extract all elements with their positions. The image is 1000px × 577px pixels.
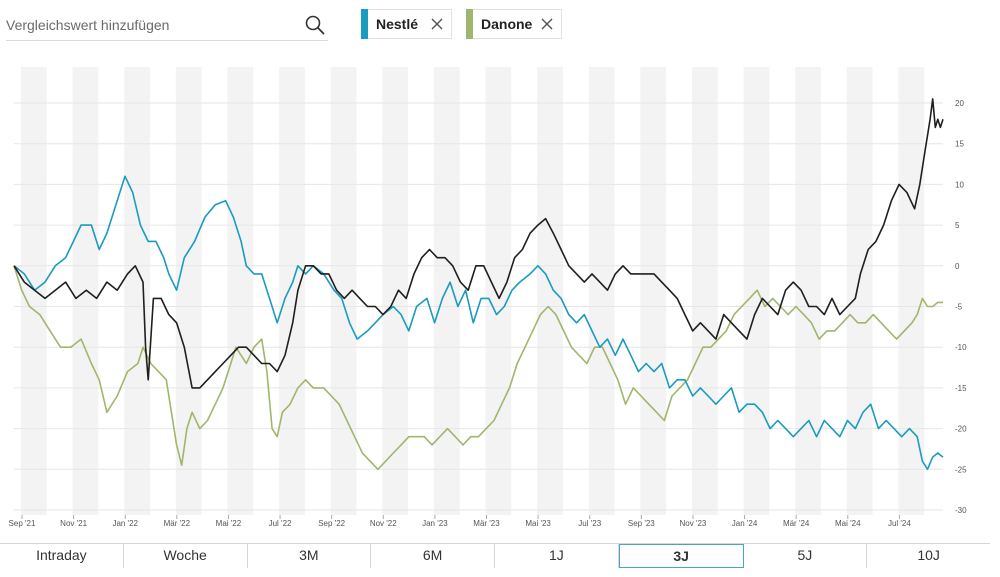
x-tick-label: Mär '23	[473, 519, 500, 528]
compare-chip-nestle: Nestlé	[361, 9, 452, 39]
y-tick-label: -30	[955, 506, 967, 515]
x-tick-label: Sep '22	[318, 519, 345, 528]
chip-color-bar	[361, 9, 368, 39]
y-tick-label: 20	[955, 99, 964, 108]
tab-3m[interactable]: 3M	[248, 544, 372, 568]
y-tick-label: -5	[955, 303, 963, 312]
compare-chip-danone: Danone	[466, 9, 562, 39]
month-band	[588, 67, 615, 515]
timeframe-tabs: Intraday Woche 3M 6M 1J 3J 5J 10J	[0, 543, 990, 568]
y-tick-label: -20	[955, 425, 967, 434]
tab-10j[interactable]: 10J	[917, 547, 940, 563]
series-line-nestl	[13, 175, 944, 471]
chip-label: Nestlé	[376, 16, 419, 32]
x-tick-label: Jul '23	[578, 519, 601, 528]
month-band	[279, 67, 305, 515]
month-band	[433, 67, 460, 515]
x-tick-label: Jul '24	[888, 519, 911, 528]
month-band	[795, 67, 821, 515]
x-tick-label: Mai '24	[835, 519, 861, 528]
month-band	[898, 67, 925, 515]
month-band	[485, 67, 512, 515]
tab-intraday[interactable]: Intraday	[0, 544, 124, 568]
x-tick-label: Jan '24	[732, 519, 758, 528]
y-tick-label: 10	[955, 180, 964, 189]
y-tick-label: -10	[955, 343, 967, 352]
series-line-danone	[13, 265, 943, 471]
month-band	[21, 67, 47, 515]
month-band	[846, 67, 873, 515]
performance-chart[interactable]: 20 15 10 5 0 -5 -10 -15 -20 -25 -30 Sep '21 Nov '21 J…	[0, 55, 1000, 540]
search-input[interactable]	[6, 14, 296, 36]
series-line-index	[13, 98, 944, 389]
x-tick-label: Jan '23	[422, 519, 448, 528]
x-tick-label: Jan '22	[112, 519, 138, 528]
tab-woche[interactable]: Woche	[124, 544, 248, 568]
tab-3j[interactable]: 3J	[618, 544, 744, 568]
compare-search	[6, 10, 328, 41]
x-tick-label: Nov '23	[680, 519, 707, 528]
month-band	[175, 67, 202, 515]
x-tick-label: Sep '21	[9, 519, 36, 528]
close-icon[interactable]	[539, 16, 555, 32]
tab-5j[interactable]: 5J	[744, 544, 868, 568]
x-tick-label: Nov '22	[370, 519, 397, 528]
x-tick-label: Mai '22	[216, 519, 242, 528]
close-icon[interactable]	[429, 16, 445, 32]
chip-color-bar	[466, 9, 473, 39]
x-tick-label: Sep '23	[628, 519, 655, 528]
month-band	[537, 67, 563, 515]
month-band	[691, 67, 718, 515]
y-tick-label: -15	[955, 384, 967, 393]
x-tick-label: Jul '22	[269, 519, 292, 528]
tab-1j[interactable]: 1J	[495, 544, 619, 568]
y-tick-label: 15	[955, 140, 964, 149]
y-tick-label: 5	[955, 221, 960, 230]
month-band	[124, 67, 151, 515]
x-tick-label: Mär '22	[164, 519, 191, 528]
tab-6m[interactable]: 6M	[371, 544, 495, 568]
month-band	[640, 67, 667, 515]
month-band	[227, 67, 254, 515]
x-tick-label: Nov '21	[60, 519, 87, 528]
month-band	[382, 67, 409, 515]
x-tick-label: Mai '23	[525, 519, 551, 528]
x-tick-label: Mär '24	[783, 519, 810, 528]
y-tick-label: -25	[955, 465, 967, 474]
search-icon[interactable]	[304, 14, 326, 36]
y-tick-label: 0	[955, 262, 960, 271]
chip-label: Danone	[481, 16, 533, 32]
